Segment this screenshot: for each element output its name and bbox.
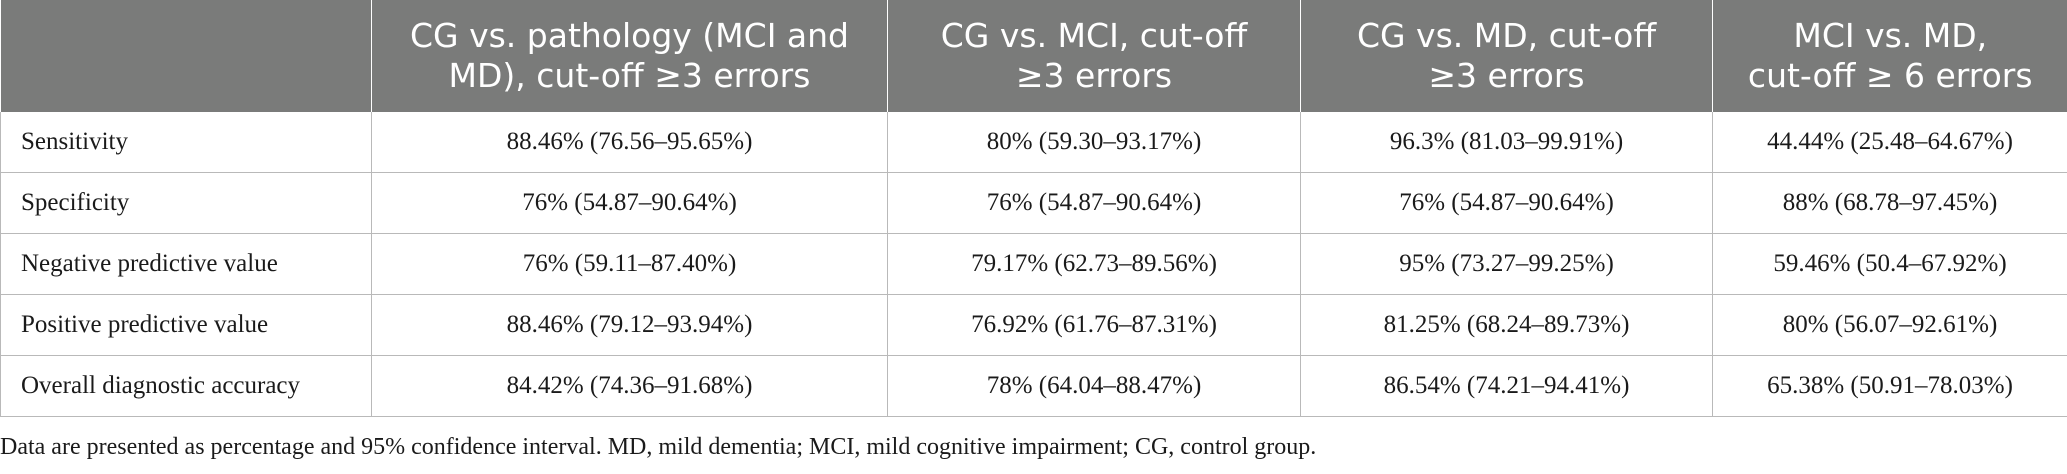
table-body: Sensitivity 88.46% (76.56–95.65%) 80% (5… [0, 112, 2067, 417]
row-label: Negative predictive value [0, 233, 372, 295]
table-row-specificity: Specificity 76% (54.87–90.64%) 76% (54.8… [0, 172, 2067, 234]
header-cell-cg-vs-pathology: CG vs. pathology (MCI and MD), cut-off ≥… [371, 0, 888, 112]
table-cell: 65.38% (50.91–78.03%) [1712, 355, 2067, 417]
table-cell: 76.92% (61.76–87.31%) [887, 294, 1301, 356]
diagnostic-performance-table: CG vs. pathology (MCI and MD), cut-off ≥… [0, 0, 2067, 417]
table-row-negative-predictive-value: Negative predictive value 76% (59.11–87.… [0, 233, 2067, 295]
table-cell: 76% (54.87–90.64%) [1300, 172, 1713, 234]
table-cell: 78% (64.04–88.47%) [887, 355, 1301, 417]
header-cell-cg-vs-md: CG vs. MD, cut-off ≥3 errors [1300, 0, 1713, 112]
header-cell-empty [0, 0, 372, 112]
table-cell: 81.25% (68.24–89.73%) [1300, 294, 1713, 356]
table-cell: 76% (54.87–90.64%) [371, 172, 888, 234]
table-row-overall-diagnostic-accuracy: Overall diagnostic accuracy 84.42% (74.3… [0, 355, 2067, 417]
table-cell: 76% (54.87–90.64%) [887, 172, 1301, 234]
header-cell-cg-vs-mci: CG vs. MCI, cut-off ≥3 errors [887, 0, 1301, 112]
table-cell: 95% (73.27–99.25%) [1300, 233, 1713, 295]
table-cell: 44.44% (25.48–64.67%) [1712, 112, 2067, 173]
row-label: Positive predictive value [0, 294, 372, 356]
table-cell: 86.54% (74.21–94.41%) [1300, 355, 1713, 417]
table-row-sensitivity: Sensitivity 88.46% (76.56–95.65%) 80% (5… [0, 112, 2067, 173]
table-cell: 76% (59.11–87.40%) [371, 233, 888, 295]
header-row: CG vs. pathology (MCI and MD), cut-off ≥… [0, 0, 2067, 112]
row-label: Specificity [0, 172, 372, 234]
table-header: CG vs. pathology (MCI and MD), cut-off ≥… [0, 0, 2067, 112]
header-cell-mci-vs-md: MCI vs. MD, cut-off ≥ 6 errors [1712, 0, 2067, 112]
table-row-positive-predictive-value: Positive predictive value 88.46% (79.12–… [0, 294, 2067, 356]
table-cell: 80% (59.30–93.17%) [887, 112, 1301, 173]
table-cell: 59.46% (50.4–67.92%) [1712, 233, 2067, 295]
table-cell: 88.46% (76.56–95.65%) [371, 112, 888, 173]
table-cell: 80% (56.07–92.61%) [1712, 294, 2067, 356]
table-cell: 88.46% (79.12–93.94%) [371, 294, 888, 356]
row-label: Overall diagnostic accuracy [0, 355, 372, 417]
row-label: Sensitivity [0, 112, 372, 173]
table-cell: 88% (68.78–97.45%) [1712, 172, 2067, 234]
table-cell: 84.42% (74.36–91.68%) [371, 355, 888, 417]
table-cell: 96.3% (81.03–99.91%) [1300, 112, 1713, 173]
table-cell: 79.17% (62.73–89.56%) [887, 233, 1301, 295]
table-footnote: Data are presented as percentage and 95%… [0, 434, 1317, 460]
results-table-container: CG vs. pathology (MCI and MD), cut-off ≥… [0, 0, 2067, 417]
